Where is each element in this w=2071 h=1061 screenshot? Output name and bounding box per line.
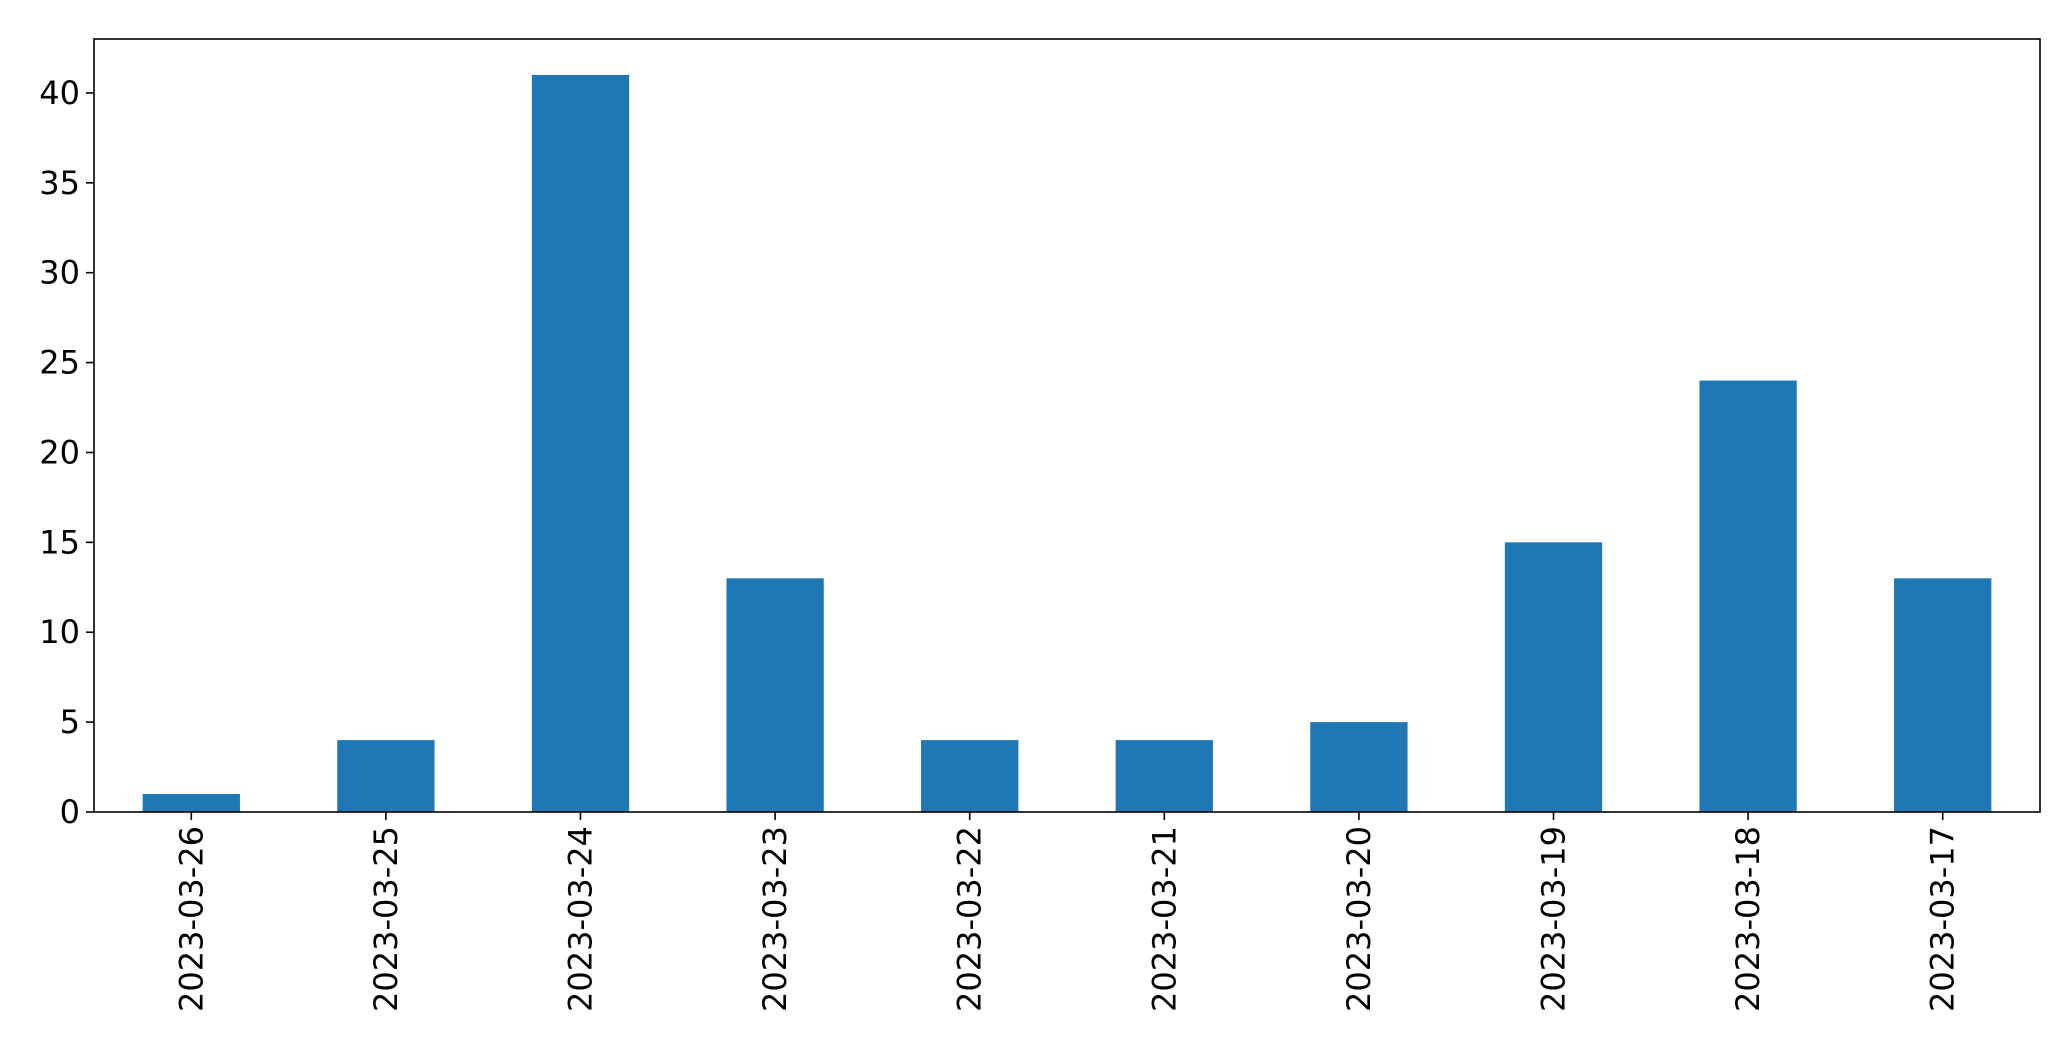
x-tick-label: 2023-03-19 bbox=[1535, 826, 1573, 1012]
x-tick-label: 2023-03-23 bbox=[756, 826, 794, 1012]
x-tick-label: 2023-03-22 bbox=[951, 826, 989, 1012]
bar-2023-03-19 bbox=[1504, 542, 1603, 812]
x-axis: 2023-03-26 2023-03-25 2023-03-24 2023-03-23… bbox=[172, 812, 1962, 1012]
bar-2023-03-22 bbox=[921, 740, 1019, 812]
bar-2023-03-17 bbox=[1894, 578, 1992, 812]
x-tick-label: 2023-03-17 bbox=[1924, 826, 1962, 1012]
x-tick-label: 2023-03-20 bbox=[1340, 826, 1378, 1012]
plot-frame bbox=[93, 38, 2041, 813]
y-tick-label: 25 bbox=[39, 344, 80, 382]
x-tick-label: 2023-03-18 bbox=[1729, 826, 1767, 1012]
y-tick-label: 40 bbox=[39, 74, 80, 112]
x-tick-label: 2023-03-21 bbox=[1145, 826, 1183, 1012]
y-tick-label: 30 bbox=[39, 254, 80, 292]
x-tick-label: 2023-03-26 bbox=[172, 826, 210, 1012]
y-tick-label: 5 bbox=[60, 703, 80, 741]
y-axis: 0 5 10 15 20 25 30 35 40 bbox=[39, 74, 94, 831]
bar-2023-03-20 bbox=[1310, 722, 1408, 812]
bar-2023-03-23 bbox=[726, 578, 824, 812]
y-tick-label: 10 bbox=[39, 613, 80, 651]
y-tick-label: 15 bbox=[39, 523, 80, 561]
bars-group bbox=[142, 74, 1992, 812]
bar-2023-03-18 bbox=[1699, 380, 1797, 812]
y-tick-label: 35 bbox=[39, 164, 80, 202]
bar-2023-03-24 bbox=[531, 74, 630, 812]
x-tick-label: 2023-03-25 bbox=[367, 826, 405, 1012]
bar-2023-03-25 bbox=[337, 740, 435, 812]
bar-2023-03-26 bbox=[142, 794, 240, 812]
x-tick-label: 2023-03-24 bbox=[562, 826, 600, 1012]
y-tick-label: 0 bbox=[60, 793, 80, 831]
bar-2023-03-21 bbox=[1115, 740, 1213, 812]
y-tick-label: 20 bbox=[39, 433, 80, 471]
